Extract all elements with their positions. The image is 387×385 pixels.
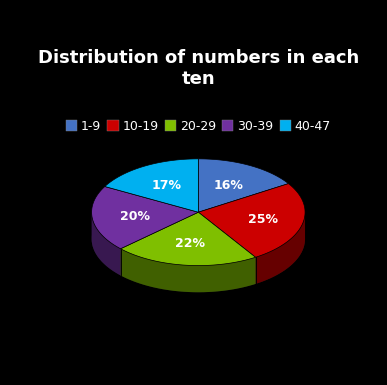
Polygon shape — [120, 249, 255, 292]
Polygon shape — [105, 159, 199, 212]
Text: 17%: 17% — [152, 179, 182, 192]
Polygon shape — [92, 213, 120, 275]
Ellipse shape — [92, 186, 305, 292]
Polygon shape — [92, 186, 199, 249]
Polygon shape — [255, 213, 305, 284]
Legend: 1-9, 10-19, 20-29, 30-39, 40-47: 1-9, 10-19, 20-29, 30-39, 40-47 — [61, 115, 336, 138]
Polygon shape — [120, 212, 255, 266]
Text: 22%: 22% — [175, 238, 205, 251]
Text: 25%: 25% — [248, 213, 278, 226]
Text: 16%: 16% — [213, 179, 243, 192]
Polygon shape — [199, 184, 305, 257]
Polygon shape — [199, 159, 288, 212]
Text: 20%: 20% — [120, 210, 150, 223]
Text: Distribution of numbers in each
ten: Distribution of numbers in each ten — [38, 49, 359, 88]
